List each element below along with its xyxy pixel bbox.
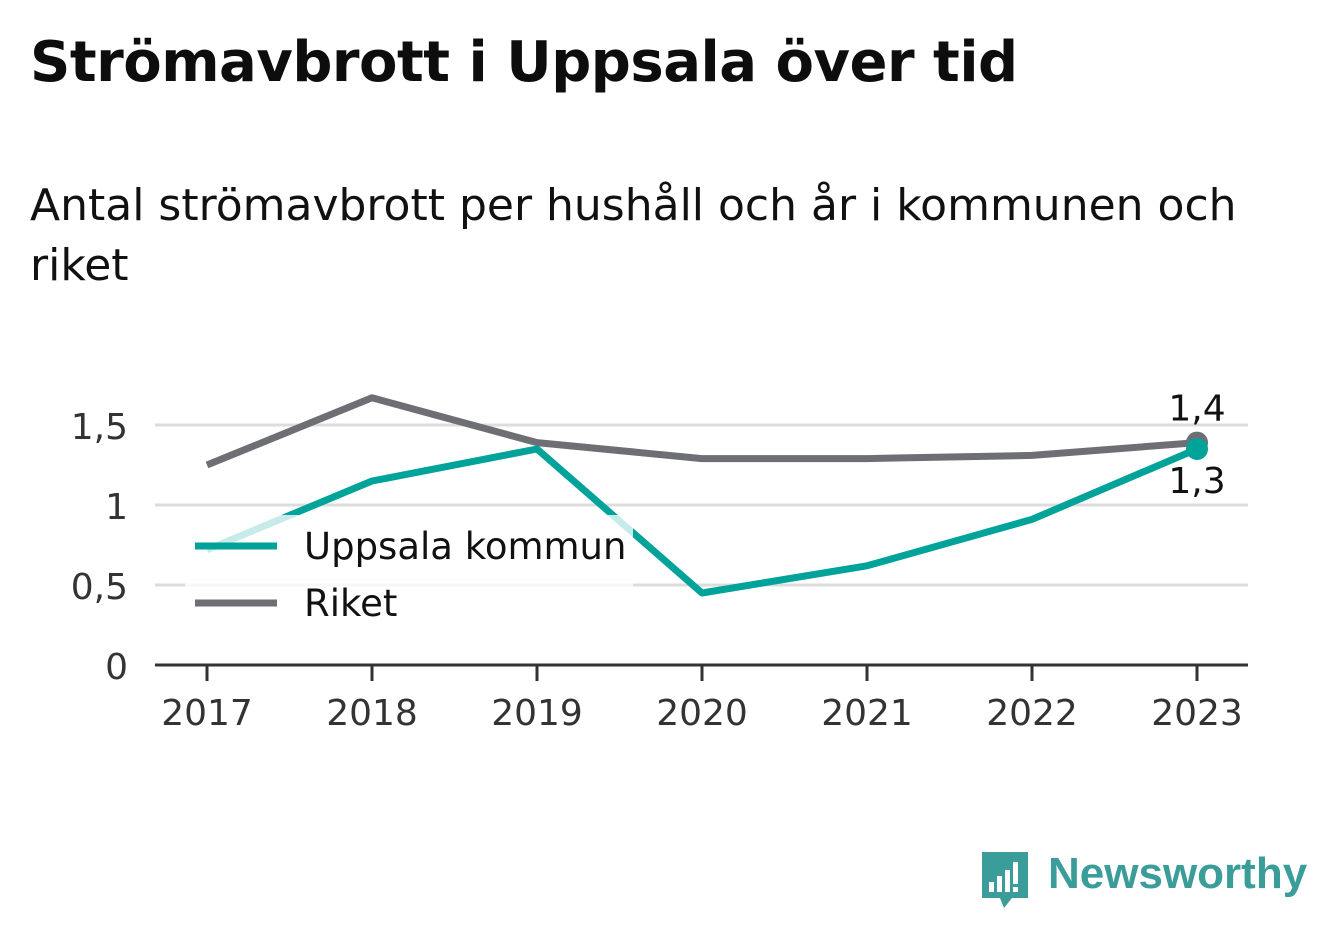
series-line-riket bbox=[205, 394, 1198, 469]
end-value-label: 1,3 bbox=[1168, 461, 1225, 502]
x-tick-label: 2021 bbox=[821, 693, 913, 734]
x-tick-label: 2020 bbox=[656, 693, 748, 734]
x-axis-ticks: 2017 2018 2019 2020 2021 2022 2023 bbox=[161, 665, 1243, 734]
legend-label: Riket bbox=[304, 582, 397, 625]
y-tick-label: 1,5 bbox=[71, 407, 128, 448]
brand-name: Newsworthy bbox=[1048, 849, 1308, 898]
chart-title: Strömavbrott i Uppsala över tid bbox=[30, 30, 1018, 95]
x-tick-label: 2019 bbox=[491, 693, 583, 734]
y-axis-tick-labels: 0 0,5 1 1,5 bbox=[71, 407, 128, 688]
x-tick-label: 2023 bbox=[1151, 693, 1243, 734]
series-lines bbox=[205, 394, 1199, 597]
y-tick-label: 1 bbox=[105, 487, 128, 528]
y-tick-label: 0,5 bbox=[71, 567, 128, 608]
chart-subtitle: Antal strömavbrott per hushåll och år i … bbox=[30, 180, 1237, 291]
x-tick-label: 2017 bbox=[161, 693, 253, 734]
x-tick-label: 2018 bbox=[326, 693, 418, 734]
end-value-label: 1,4 bbox=[1168, 389, 1225, 430]
newsworthy-logo: Newsworthy bbox=[980, 848, 1307, 914]
x-tick-label: 2022 bbox=[986, 693, 1078, 734]
end-markers: 1,4 1,3 bbox=[1168, 389, 1225, 502]
end-point-marker bbox=[1186, 438, 1208, 460]
y-tick-label: 0 bbox=[105, 647, 128, 688]
series-line-uppsala-kommun bbox=[205, 445, 1199, 597]
legend-label: Uppsala kommun bbox=[304, 525, 626, 568]
bar-chart-speech-bubble-icon bbox=[982, 852, 1028, 908]
legend: Uppsala kommun Riket bbox=[185, 515, 633, 635]
legend-background bbox=[185, 515, 633, 635]
